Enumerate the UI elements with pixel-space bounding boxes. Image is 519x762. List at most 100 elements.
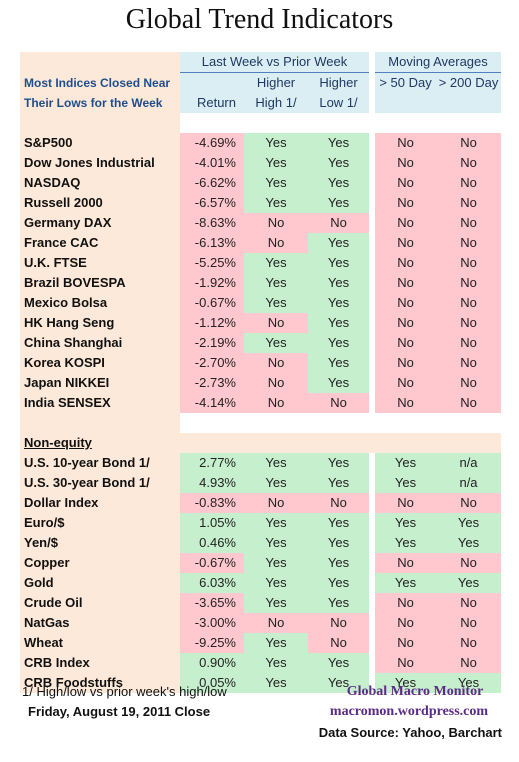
row-higher-low: Yes (308, 233, 373, 253)
row-return: -0.67% (180, 553, 244, 573)
row-higher-low: Yes (308, 513, 373, 533)
row-higher-low: Yes (308, 333, 373, 353)
table-row: U.S. 10-year Bond 1/2.77% Yes Yes Yes n/a (20, 453, 502, 473)
row-ma50: No (369, 333, 437, 353)
row-name: Mexico Bolsa (20, 293, 180, 313)
header-label-row: Most Indices Closed Near Higher Higher >… (20, 72, 502, 93)
row-higher-high: Yes (244, 193, 308, 213)
row-return: -2.19% (180, 333, 244, 353)
row-ma200: No (436, 153, 502, 173)
row-name: NASDAQ (20, 173, 180, 193)
brand-name: Global Macro Monitor (346, 684, 484, 699)
row-ma50: No (369, 153, 437, 173)
row-higher-low: Yes (308, 133, 373, 153)
row-return: 1.05% (180, 513, 244, 533)
row-higher-high: Yes (244, 513, 308, 533)
row-name: Russell 2000 (20, 193, 180, 213)
row-higher-high: Yes (244, 573, 308, 593)
table-row: Dow Jones Industrial -4.01% Yes Yes No No (20, 153, 502, 173)
table-row: CRB Index 0.90% Yes Yes No No (20, 653, 502, 673)
row-ma200: Yes (436, 573, 502, 593)
row-ma50: Yes (369, 573, 437, 593)
row-higher-high: Yes (244, 453, 308, 473)
row-higher-high: Yes (244, 533, 308, 553)
row-ma50: Yes (369, 453, 437, 473)
row-name: China Shanghai (20, 333, 180, 353)
row-name: Crude Oil (20, 593, 180, 613)
row-ma50: No (369, 133, 437, 153)
table-row: Russell 2000 -6.57% Yes Yes No No (20, 193, 502, 213)
table-row: HK Hang Seng -1.12% No Yes No No (20, 313, 502, 333)
row-ma200: No (436, 253, 502, 273)
row-ma50: Yes (369, 673, 437, 693)
header-return: Return (180, 93, 244, 113)
row-higher-low: No (308, 393, 373, 413)
row-ma50: No (369, 393, 437, 413)
row-ma50: No (369, 553, 437, 573)
row-ma200: Yes (436, 513, 502, 533)
row-ma200: No (436, 213, 502, 233)
row-name: U.S. 10-year Bond 1/ (20, 453, 180, 473)
row-higher-high: Yes (244, 333, 308, 353)
row-ma200: No (436, 193, 502, 213)
row-higher-low: Yes (308, 553, 373, 573)
header-corner (20, 52, 180, 73)
table-row: NASDAQ -6.62% Yes Yes No No (20, 173, 502, 193)
row-higher-low: No (308, 493, 373, 513)
row-name: HK Hang Seng (20, 313, 180, 333)
table-row: Gold 6.03% Yes Yes Yes Yes (20, 573, 502, 593)
row-return: 0.05% (180, 673, 244, 693)
row-higher-high: No (244, 353, 308, 373)
row-ma200: No (436, 313, 502, 333)
row-ma50: No (369, 493, 437, 513)
row-higher-high: Yes (244, 653, 308, 673)
row-higher-low: Yes (308, 373, 373, 393)
row-higher-high: No (244, 493, 308, 513)
row-ma50: No (369, 353, 437, 373)
row-ma50: Yes (369, 513, 437, 533)
row-ma200: No (436, 293, 502, 313)
row-return: -5.25% (180, 253, 244, 273)
row-higher-low: Yes (308, 273, 373, 293)
row-return: 6.03% (180, 573, 244, 593)
row-return: -2.73% (180, 373, 244, 393)
row-higher-low: No (308, 213, 373, 233)
row-name: Japan NIKKEI (20, 373, 180, 393)
table-row: Euro/$ 1.05% Yes Yes Yes Yes (20, 513, 502, 533)
row-name: NatGas (20, 613, 180, 633)
header-group-last-week: Last Week vs Prior Week (180, 52, 373, 73)
row-ma50: No (369, 293, 437, 313)
header-ma50: > 50 Day (369, 72, 437, 93)
table-row: U.S. 30-year Bond 1/4.93% Yes Yes Yes n/a (20, 473, 502, 493)
row-higher-high: Yes (244, 153, 308, 173)
header-higher-high-1: Higher (244, 72, 308, 93)
table-row: NatGas -3.00% No No No No (20, 613, 502, 633)
row-return: -6.13% (180, 233, 244, 253)
row-ma200: No (436, 173, 502, 193)
header-ma200: > 200 Day (436, 72, 502, 93)
row-higher-low: Yes (308, 313, 373, 333)
row-ma200: No (436, 593, 502, 613)
close-date: Friday, August 19, 2011 Close (28, 704, 211, 719)
row-ma50: No (369, 173, 437, 193)
row-name: Copper (20, 553, 180, 573)
row-name: U.S. 30-year Bond 1/ (20, 473, 180, 493)
row-return: -0.67% (180, 293, 244, 313)
row-ma200: No (436, 133, 502, 153)
row-higher-low: Yes (308, 593, 373, 613)
row-return: -4.14% (180, 393, 244, 413)
header-row-label-1: Most Indices Closed Near (20, 72, 180, 93)
footnote: 1/ High/low vs prior week's high/low (22, 684, 227, 699)
row-ma50: No (369, 193, 437, 213)
row-ma200: Yes (436, 673, 502, 693)
brand-site: macromon.wordpress.com (329, 704, 489, 719)
row-return: -0.83% (180, 493, 244, 513)
row-ma200: n/a (436, 473, 502, 493)
row-name: France CAC (20, 233, 180, 253)
row-ma200: No (436, 373, 502, 393)
row-return: -1.92% (180, 273, 244, 293)
row-higher-low: Yes (308, 353, 373, 373)
table-row: Japan NIKKEI -2.73% No Yes No No (20, 373, 502, 393)
row-higher-low: Yes (308, 153, 373, 173)
row-higher-low: Yes (308, 453, 373, 473)
